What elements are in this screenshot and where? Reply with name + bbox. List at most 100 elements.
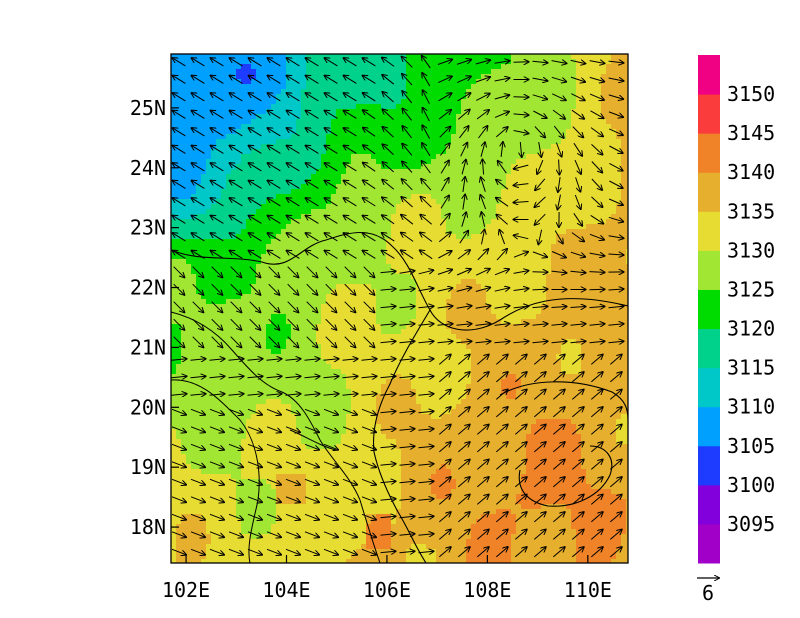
field-cell bbox=[431, 129, 437, 135]
field-cell bbox=[476, 159, 482, 165]
field-cell bbox=[591, 319, 597, 325]
field-cell bbox=[241, 244, 247, 250]
field-cell bbox=[546, 129, 552, 135]
field-cell bbox=[196, 264, 202, 270]
field-cell bbox=[601, 244, 607, 250]
field-cell bbox=[261, 199, 267, 205]
field-cell bbox=[186, 294, 192, 300]
field-cell bbox=[196, 94, 202, 100]
field-cell bbox=[346, 254, 352, 260]
field-cell bbox=[476, 54, 482, 60]
field-cell bbox=[186, 289, 192, 295]
field-cell bbox=[496, 174, 502, 180]
field-cell bbox=[506, 124, 512, 130]
field-cell bbox=[611, 79, 617, 85]
field-cell bbox=[566, 214, 572, 220]
field-cell bbox=[241, 94, 247, 100]
field-cell bbox=[491, 169, 497, 175]
field-cell bbox=[486, 119, 492, 125]
field-cell bbox=[516, 139, 522, 145]
field-cell bbox=[516, 179, 522, 185]
field-cell bbox=[296, 154, 302, 160]
field-cell bbox=[556, 274, 562, 280]
field-cell bbox=[226, 154, 232, 160]
field-cell bbox=[371, 104, 377, 110]
field-cell bbox=[526, 254, 532, 260]
field-cell bbox=[291, 139, 297, 145]
field-cell bbox=[406, 164, 412, 170]
field-cell bbox=[231, 254, 237, 260]
field-cell bbox=[526, 184, 532, 190]
field-cell bbox=[291, 69, 297, 75]
field-cell bbox=[526, 209, 532, 215]
field-cell bbox=[511, 149, 517, 155]
field-cell bbox=[311, 214, 317, 220]
field-cell bbox=[596, 279, 602, 285]
field-cell bbox=[516, 299, 522, 305]
field-cell bbox=[451, 239, 457, 245]
field-cell bbox=[276, 59, 282, 65]
field-cell bbox=[576, 319, 582, 325]
field-cell bbox=[351, 164, 357, 170]
field-cell bbox=[561, 249, 567, 255]
field-cell bbox=[496, 169, 502, 175]
field-cell bbox=[251, 279, 257, 285]
field-cell bbox=[491, 104, 497, 110]
field-cell bbox=[416, 289, 422, 295]
field-cell bbox=[326, 174, 332, 180]
field-cell bbox=[216, 214, 222, 220]
field-cell bbox=[341, 104, 347, 110]
field-cell bbox=[416, 84, 422, 90]
field-cell bbox=[601, 104, 607, 110]
field-cell bbox=[371, 304, 377, 310]
field-cell bbox=[371, 294, 377, 300]
field-cell bbox=[526, 239, 532, 245]
field-cell bbox=[176, 124, 182, 130]
field-cell bbox=[611, 294, 617, 300]
field-cell bbox=[211, 89, 217, 95]
field-cell bbox=[571, 274, 577, 280]
field-cell bbox=[206, 234, 212, 240]
field-cell bbox=[571, 279, 577, 285]
field-cell bbox=[396, 204, 402, 210]
field-cell bbox=[371, 119, 377, 125]
field-cell bbox=[491, 174, 497, 180]
field-cell bbox=[181, 254, 187, 260]
field-cell bbox=[376, 304, 382, 310]
field-cell bbox=[236, 194, 242, 200]
field-cell bbox=[186, 199, 192, 205]
field-cell bbox=[481, 264, 487, 270]
field-cell bbox=[236, 189, 242, 195]
field-cell bbox=[581, 134, 587, 140]
field-cell bbox=[551, 309, 557, 315]
field-cell bbox=[291, 189, 297, 195]
field-cell bbox=[196, 89, 202, 95]
field-cell bbox=[306, 204, 312, 210]
field-cell bbox=[216, 99, 222, 105]
field-cell bbox=[276, 194, 282, 200]
field-cell bbox=[276, 64, 282, 70]
field-cell bbox=[571, 224, 577, 230]
field-cell bbox=[231, 89, 237, 95]
field-cell bbox=[261, 174, 267, 180]
field-cell bbox=[566, 294, 572, 300]
field-cell bbox=[486, 274, 492, 280]
field-cell bbox=[581, 184, 587, 190]
field-cell bbox=[416, 254, 422, 260]
field-cell bbox=[491, 219, 497, 225]
field-cell bbox=[276, 219, 282, 225]
field-cell bbox=[331, 149, 337, 155]
field-cell bbox=[226, 99, 232, 105]
field-cell bbox=[611, 114, 617, 120]
field-cell bbox=[516, 249, 522, 255]
field-cell bbox=[261, 59, 267, 65]
field-cell bbox=[436, 249, 442, 255]
field-cell bbox=[551, 164, 557, 170]
field-cell bbox=[241, 229, 247, 235]
field-cell bbox=[221, 74, 227, 80]
field-cell bbox=[381, 179, 387, 185]
field-cell bbox=[281, 129, 287, 135]
field-cell bbox=[391, 129, 397, 135]
field-cell bbox=[291, 204, 297, 210]
field-cell bbox=[576, 124, 582, 130]
